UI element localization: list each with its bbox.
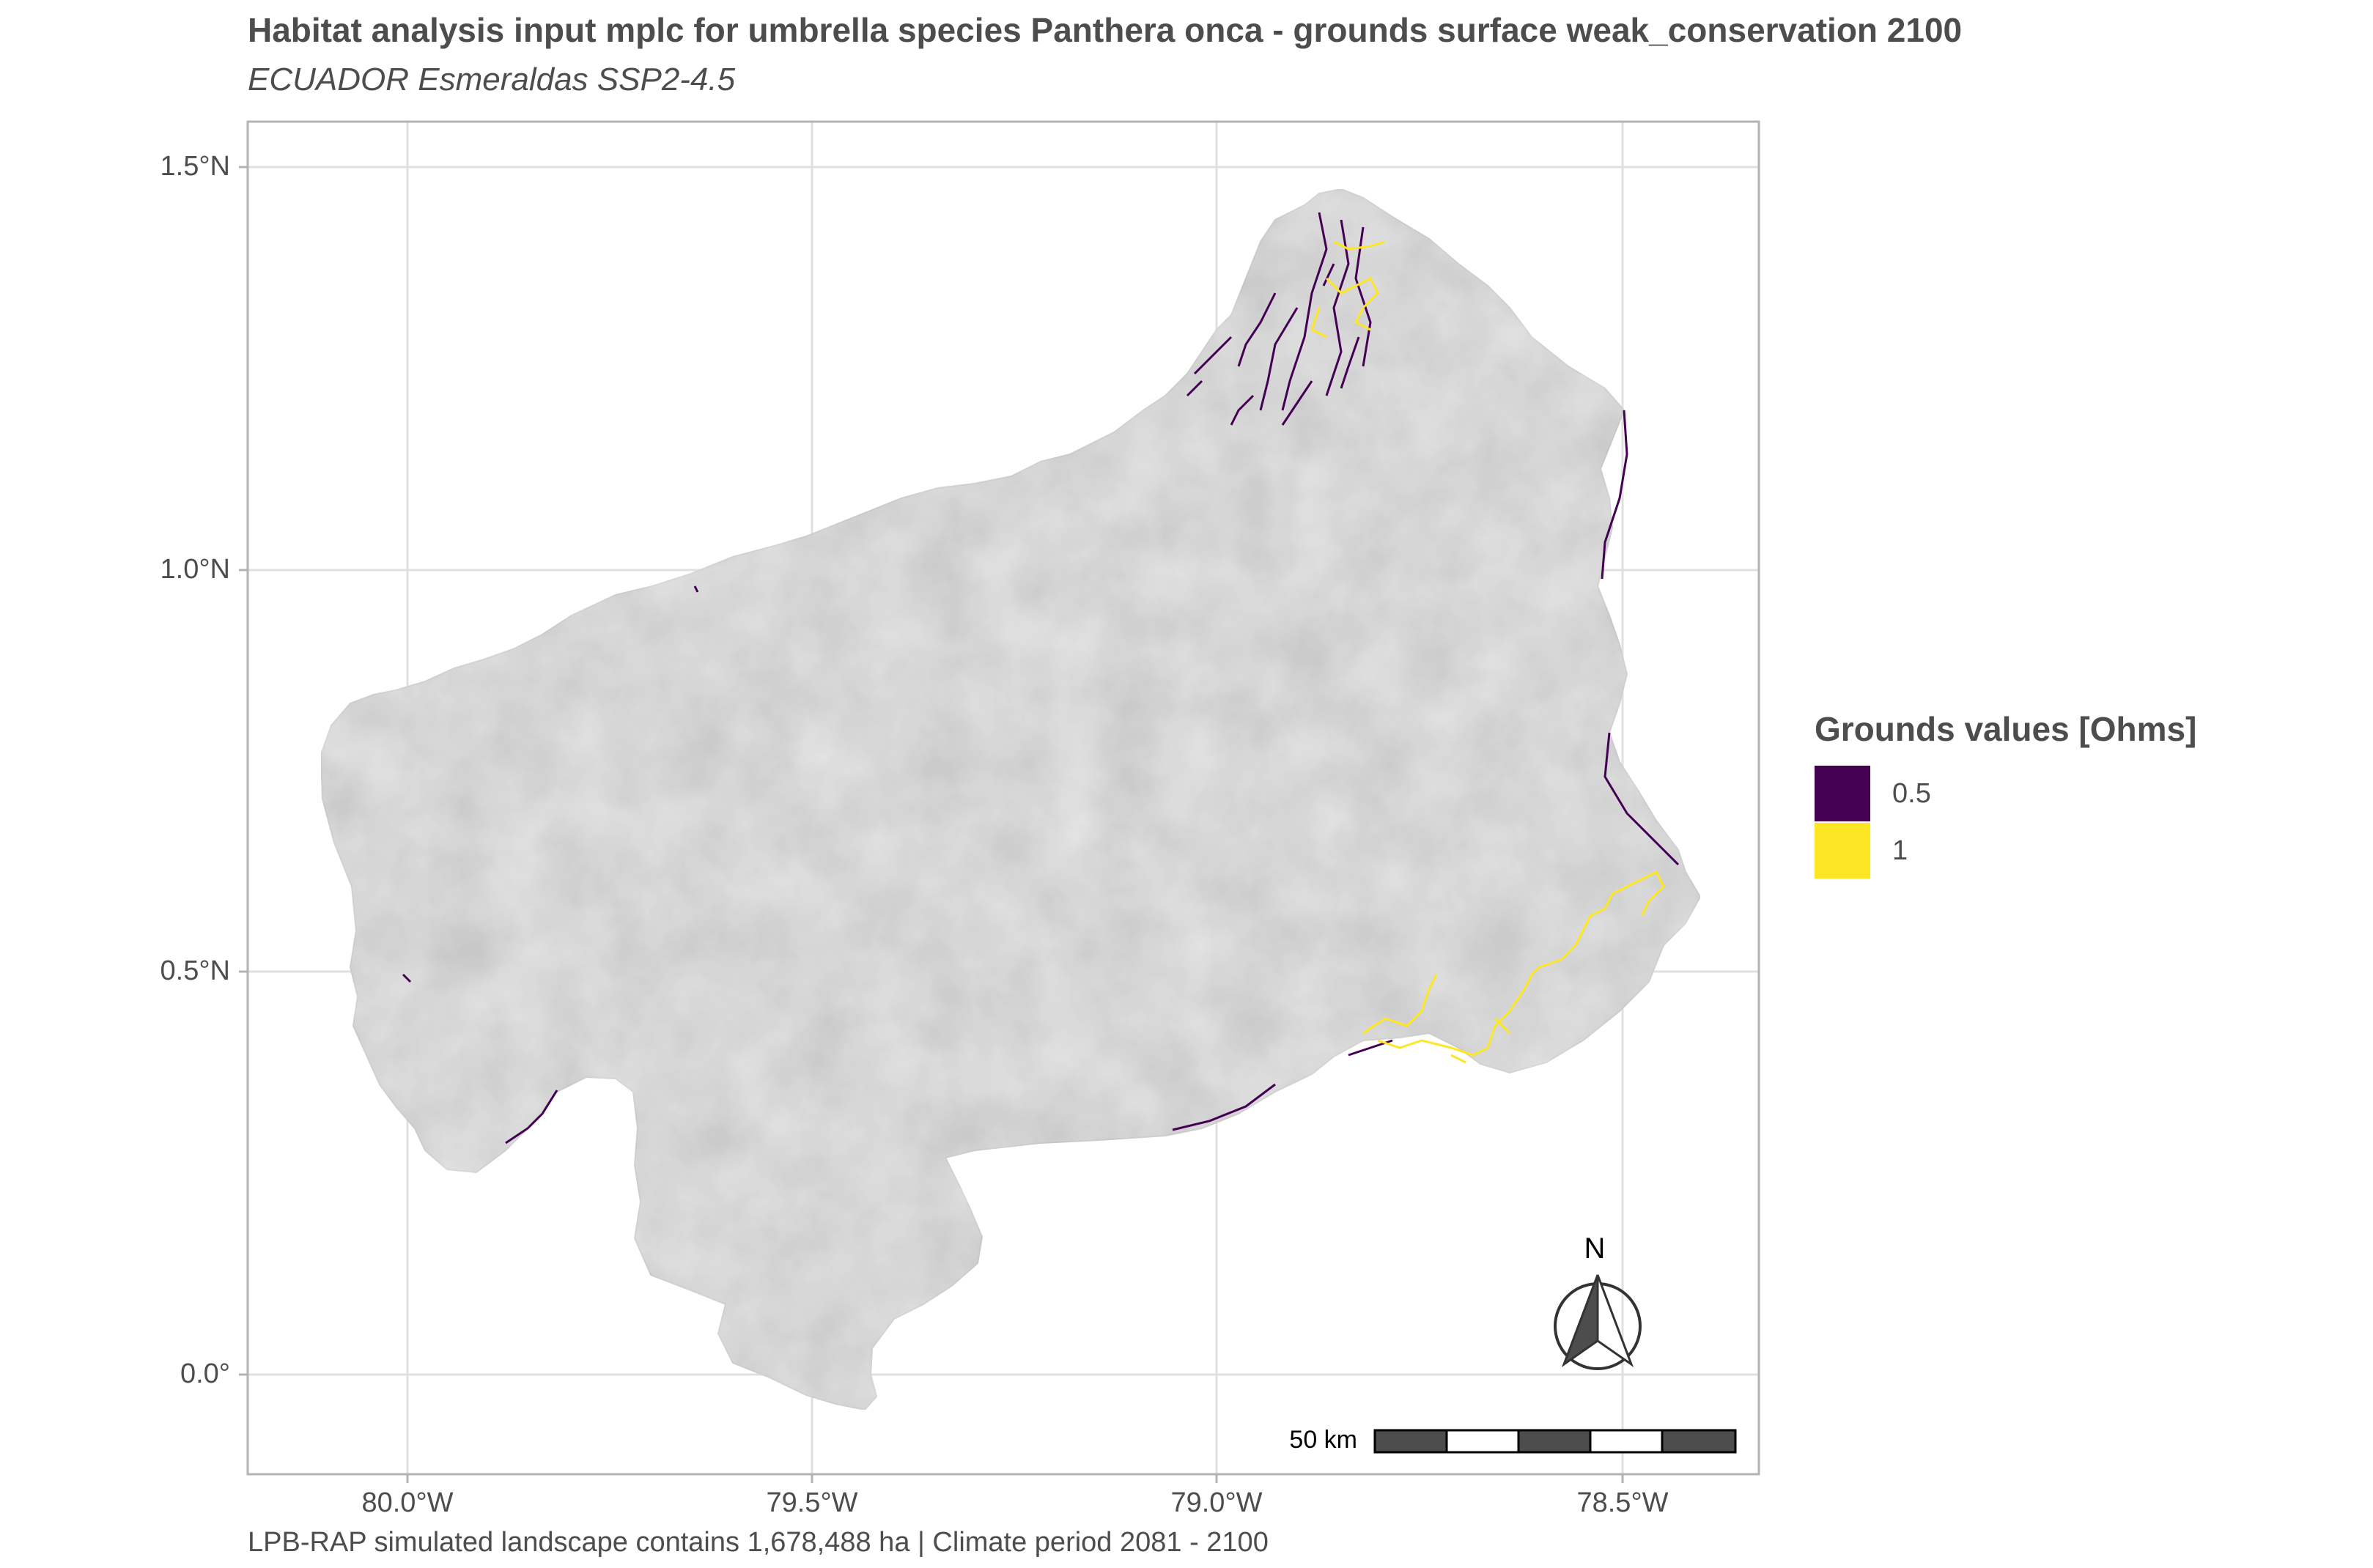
y-tick-label: 0.0° [180, 1358, 230, 1389]
north-arrow [1554, 1274, 1642, 1370]
legend-label: 1 [1892, 835, 1908, 866]
axis-ticks [239, 166, 1624, 1483]
legend-item: 0.5 [1815, 765, 2196, 822]
map-caption: LPB-RAP simulated landscape contains 1,6… [248, 1527, 1269, 1558]
legend-label: 0.5 [1892, 777, 1931, 809]
y-tick-label: 0.5°N [160, 955, 230, 986]
y-tick-label: 1.5°N [160, 151, 230, 182]
legend: Grounds values [Ohms] 0.5 1 [1815, 709, 2196, 879]
x-tick-label: 80.0°W [361, 1487, 454, 1518]
panel-border [246, 120, 1760, 1476]
north-label: N [1584, 1232, 1606, 1265]
scale-bar-label: 50 km [1289, 1426, 1357, 1454]
province-landmass [320, 188, 1702, 1411]
x-tick-label: 79.5°W [766, 1487, 858, 1518]
legend-title: Grounds values [Ohms] [1815, 710, 2197, 748]
scale-bar [1373, 1429, 1737, 1454]
y-tick-label: 1.0°N [160, 554, 230, 585]
map-title: Habitat analysis input mplc for umbrella… [248, 11, 1963, 49]
legend-item: 1 [1815, 822, 2196, 879]
legend-swatch-1 [1815, 823, 1870, 879]
legend-swatch-0.5 [1815, 766, 1870, 821]
x-tick-label: 79.0°W [1170, 1487, 1263, 1518]
x-tick-label: 78.5°W [1576, 1487, 1669, 1518]
grounds-1-areas [1310, 240, 1665, 1064]
map-subtitle: ECUADOR Esmeraldas SSP2-4.5 [248, 62, 736, 97]
